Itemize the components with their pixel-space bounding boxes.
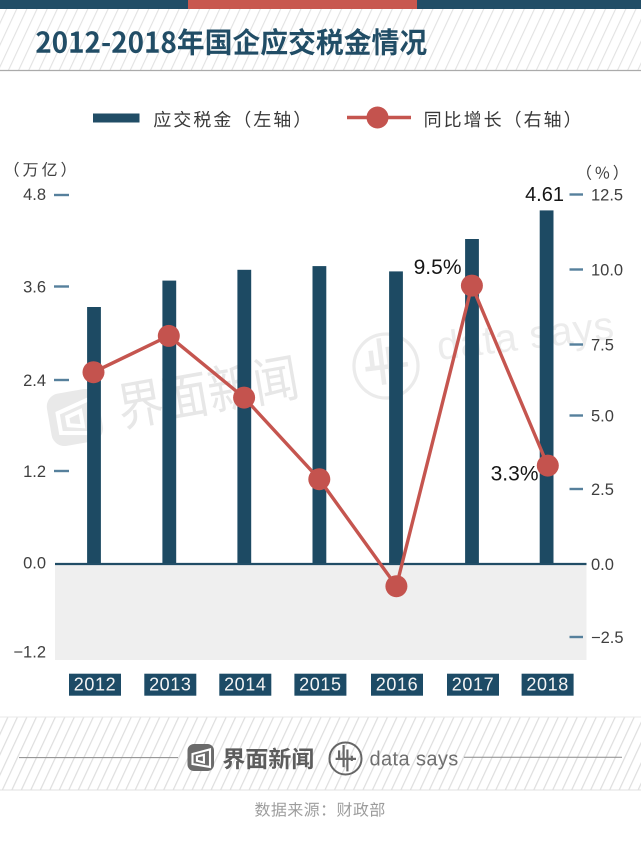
svg-text:10.0: 10.0 [591,262,623,280]
svg-text:0.0: 0.0 [591,556,614,574]
svg-text:data says: data says [370,749,459,771]
svg-text:2017: 2017 [452,675,494,695]
svg-text:2018: 2018 [526,675,568,695]
svg-text:4.61: 4.61 [525,184,564,206]
svg-text:0.0: 0.0 [23,555,46,573]
svg-text:7.5: 7.5 [591,337,614,355]
svg-text:2.5: 2.5 [591,481,614,499]
svg-text:−1.2: −1.2 [13,644,46,662]
svg-text:2.4: 2.4 [23,372,46,390]
svg-text:2014: 2014 [224,675,266,695]
svg-text:4.8: 4.8 [23,186,46,204]
svg-text:2013: 2013 [149,675,191,695]
svg-text:12.5: 12.5 [591,187,623,205]
svg-text:9.5%: 9.5% [414,256,462,279]
svg-text:3.6: 3.6 [23,278,46,296]
svg-text:−2.5: −2.5 [591,629,624,647]
svg-text:1.2: 1.2 [23,463,46,481]
svg-text:2015: 2015 [299,675,341,695]
svg-text:3.3%: 3.3% [491,463,539,486]
svg-text:2016: 2016 [376,675,418,695]
svg-text:2012: 2012 [74,675,116,695]
svg-text:5.0: 5.0 [591,408,614,426]
